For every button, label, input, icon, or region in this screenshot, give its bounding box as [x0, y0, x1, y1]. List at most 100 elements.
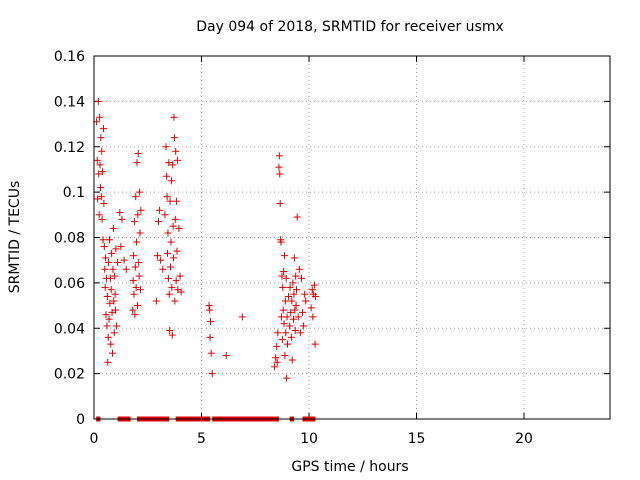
- data-point: [122, 265, 130, 273]
- data-point: [301, 290, 309, 298]
- data-point: [207, 317, 215, 325]
- data-point: [280, 252, 288, 260]
- data-point: [129, 306, 137, 314]
- data-point: [170, 113, 178, 121]
- data-point: [102, 311, 110, 319]
- y-tick-label: 0.02: [54, 367, 85, 383]
- data-point: [311, 292, 319, 300]
- data-point: [289, 279, 297, 287]
- data-point: [132, 283, 140, 291]
- data-point: [94, 195, 102, 203]
- y-tick-label: 0.04: [54, 321, 85, 337]
- data-point: [274, 329, 282, 337]
- data-point: [102, 254, 110, 262]
- y-tick-labels: 0 0.02 0.04 0.06 0.08 0.1 0.12 0.14 0.16: [54, 49, 85, 428]
- data-point: [152, 297, 160, 305]
- data-point: [93, 156, 101, 164]
- data-point: [310, 281, 318, 289]
- x-tick-label: 10: [300, 431, 318, 447]
- data-point: [279, 306, 287, 314]
- data-point: [287, 308, 295, 316]
- data-point: [110, 297, 118, 305]
- data-point: [130, 252, 138, 260]
- y-tick-label: 0.16: [54, 49, 85, 65]
- data-point: [96, 113, 104, 121]
- data-point: [285, 292, 293, 300]
- data-point: [281, 351, 289, 359]
- data-point: [283, 374, 291, 382]
- data-point: [108, 349, 116, 357]
- data-point: [299, 308, 307, 316]
- data-point: [130, 218, 138, 226]
- data-point: [103, 292, 111, 300]
- data-point: [105, 236, 113, 244]
- data-point: [112, 306, 119, 314]
- data-point: [136, 229, 144, 237]
- data-point: [159, 265, 167, 273]
- data-point: [207, 349, 215, 357]
- data-point: [100, 199, 108, 207]
- data-point: [287, 333, 295, 341]
- grid-lines: [94, 56, 610, 419]
- data-point: [103, 322, 111, 330]
- data-point: [293, 213, 301, 221]
- data-point: [134, 150, 142, 158]
- data-point: [238, 313, 246, 321]
- data-point: [290, 315, 298, 323]
- data-point: [163, 172, 171, 180]
- plot-frame: [93, 55, 611, 420]
- data-point: [108, 249, 116, 257]
- data-point: [206, 333, 214, 341]
- data-point: [120, 256, 128, 264]
- data-point: [99, 236, 107, 244]
- x-tick-label: 20: [515, 431, 533, 447]
- data-point: [206, 306, 214, 314]
- data-point: [170, 134, 178, 142]
- data-point: [175, 224, 183, 232]
- data-point: [280, 320, 288, 328]
- data-point: [300, 322, 308, 330]
- data-point: [133, 238, 141, 246]
- data-point: [104, 333, 112, 341]
- y-tick-label: 0.12: [54, 140, 85, 156]
- data-point: [105, 258, 113, 266]
- data-point: [293, 286, 301, 294]
- data-point: [276, 170, 284, 178]
- data-point: [166, 197, 174, 205]
- data-point: [307, 304, 315, 312]
- data-point: [165, 159, 173, 167]
- data-point: [167, 177, 175, 185]
- data-point: [309, 313, 317, 321]
- data-point: [161, 211, 169, 219]
- data-point: [294, 313, 302, 321]
- data-point: [282, 329, 290, 337]
- data-point: [95, 170, 103, 178]
- data-point: [281, 297, 289, 305]
- data-point: [280, 268, 288, 276]
- data-point: [288, 297, 296, 305]
- data-point: [112, 245, 120, 253]
- data-point: [99, 168, 107, 176]
- data-point: [168, 283, 176, 291]
- data-point: [208, 370, 216, 378]
- data-point: [170, 254, 178, 262]
- data-point: [101, 265, 109, 273]
- data-point: [163, 193, 171, 201]
- data-point: [173, 247, 181, 255]
- data-point: [136, 286, 144, 294]
- data-point: [99, 125, 107, 133]
- data-point: [98, 215, 106, 223]
- data-point: [273, 342, 281, 350]
- y-tick-label: 0.14: [54, 94, 85, 110]
- data-point: [130, 290, 138, 298]
- data-point: [153, 252, 161, 260]
- data-point: [171, 297, 179, 305]
- data-points: [93, 97, 319, 422]
- data-point: [172, 147, 180, 155]
- data-point: [164, 229, 172, 237]
- data-point: [308, 286, 316, 294]
- data-point: [290, 254, 298, 262]
- data-point: [135, 258, 143, 266]
- data-point: [95, 211, 103, 219]
- data-point: [133, 302, 141, 310]
